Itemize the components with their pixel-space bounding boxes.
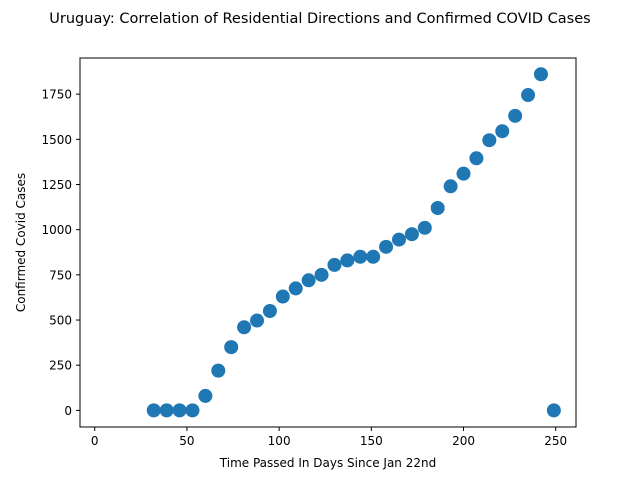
x-axis-ticks: 0 50 100 150 200 250 [91,427,567,448]
x-tick-label-5: 250 [544,434,567,448]
y-tick-label-1: 250 [49,359,72,373]
data-point-12 [301,273,316,288]
data-point-11 [288,281,303,296]
data-point-6 [224,340,239,355]
x-tick-label-0: 0 [91,434,99,448]
x-tick-label-4: 200 [452,434,475,448]
data-point-5 [211,363,226,378]
data-point-26 [482,133,497,148]
data-point-0 [146,403,161,418]
data-point-14 [327,257,342,272]
data-point-29 [521,88,536,103]
data-point-9 [262,303,277,318]
y-tick-label-6: 1500 [41,133,72,147]
chart-title: Uruguay: Correlation of Residential Dire… [49,11,590,27]
y-axis-ticks: 0 250 500 750 1000 1250 1500 1750 [41,88,80,418]
data-point-31 [546,403,561,418]
y-tick-label-5: 1250 [41,178,72,192]
data-point-3 [185,403,200,418]
data-point-24 [456,166,471,181]
data-point-28 [508,108,523,123]
y-axis-label: Confirmed Covid Cases [14,173,28,312]
x-tick-label-1: 50 [179,434,194,448]
x-tick-label-3: 150 [360,434,383,448]
data-point-1 [159,403,174,418]
data-point-8 [250,313,265,328]
data-point-17 [366,249,381,264]
data-point-7 [237,320,252,335]
data-point-15 [340,253,355,268]
data-point-27 [495,124,510,139]
y-tick-label-2: 500 [49,314,72,328]
x-tick-label-2: 100 [268,434,291,448]
data-point-25 [469,151,484,166]
data-point-2 [172,403,187,418]
data-point-20 [404,227,419,242]
data-point-18 [379,239,394,254]
data-point-16 [353,249,368,264]
data-point-30 [533,67,548,82]
x-axis-label: Time Passed In Days Since Jan 22nd [219,456,436,470]
data-point-13 [314,267,329,282]
y-tick-label-3: 750 [49,268,72,282]
data-point-19 [391,232,406,247]
plot-area [146,67,561,418]
data-point-23 [443,179,458,194]
y-tick-label-4: 1000 [41,223,72,237]
y-tick-label-7: 1750 [41,88,72,102]
y-tick-label-0: 0 [64,404,72,418]
axes-frame [79,57,577,428]
data-point-4 [198,388,213,403]
data-point-21 [417,220,432,235]
data-point-22 [430,200,445,215]
data-point-10 [275,289,290,304]
